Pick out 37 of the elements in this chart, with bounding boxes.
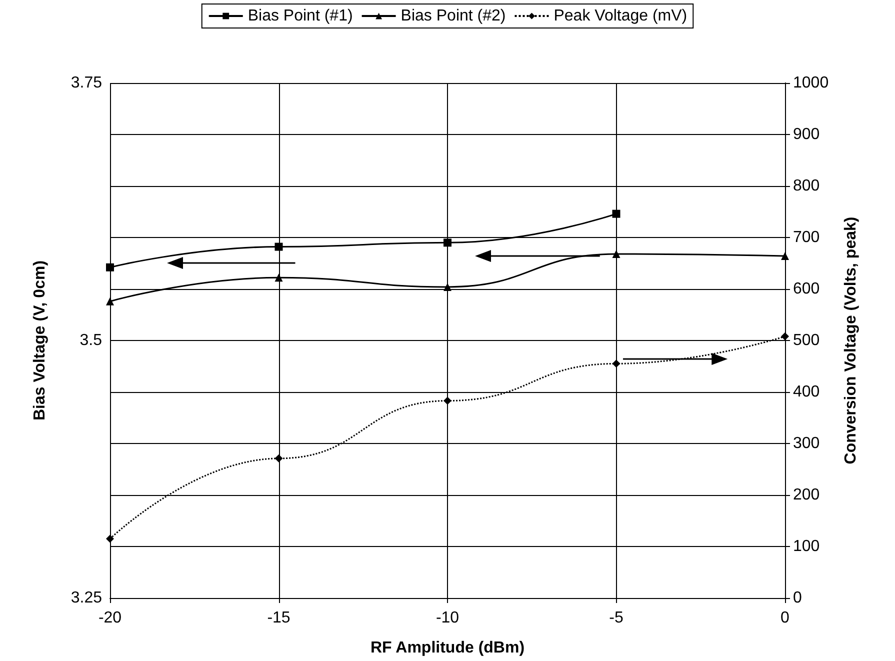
point [106, 534, 114, 543]
legend-label: Bias Point (#2) [400, 8, 506, 24]
point [274, 454, 283, 462]
y2-tick-label: 900 [793, 126, 820, 143]
y2-axis-title: Conversion Voltage (Volts, peak) [842, 216, 860, 464]
y2-tick-label: 100 [793, 538, 820, 555]
y2-tick-label: 500 [793, 332, 820, 349]
y2-tick-label: 800 [793, 178, 820, 194]
x-tick-label: -15 [267, 610, 290, 626]
y2-tick-label: 1000 [793, 74, 829, 92]
legend-label: Bias Point (#1) [248, 8, 353, 24]
point [106, 263, 114, 272]
y2-tick-label: 0 [793, 590, 802, 606]
y2-tick-label: 600 [793, 280, 820, 298]
y2-tick-label: 200 [793, 486, 820, 504]
point [612, 210, 620, 218]
y2-tick-label: 700 [793, 229, 820, 246]
y2-tick-label: 400 [793, 384, 820, 400]
y2-tick-label: 300 [793, 435, 820, 452]
point [106, 297, 114, 306]
point [444, 238, 452, 247]
point [274, 274, 283, 282]
legend-label: Peak Voltage (mV) [554, 8, 688, 24]
x-tick-label: -20 [98, 610, 122, 626]
x-tick-label: -5 [609, 610, 624, 626]
point [444, 396, 452, 405]
point [612, 250, 620, 258]
y-tick-label: 3.5 [80, 332, 102, 349]
point [781, 252, 789, 260]
y-axis-title: Bias Voltage (V, 0cm) [32, 260, 48, 421]
point [274, 242, 283, 251]
x-tick-label: 0 [780, 610, 790, 626]
x-tick-label: -10 [436, 610, 460, 626]
y-tick-label: 3.25 [70, 590, 102, 606]
point [612, 360, 620, 368]
x-axis-title: RF Amplitude (dBm) [370, 640, 525, 656]
y-tick-label: 3.75 [70, 74, 102, 92]
